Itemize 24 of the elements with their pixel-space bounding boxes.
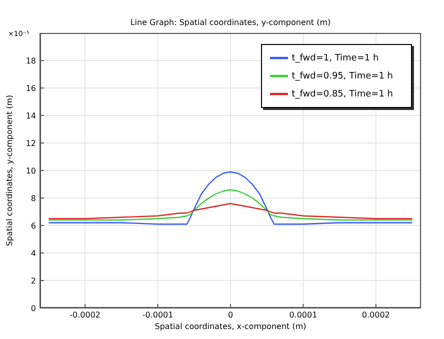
- legend-label: t_fwd=1, Time=1 h: [292, 53, 379, 64]
- y-tick-label: 6: [30, 221, 36, 230]
- y-tick-label: 2: [30, 276, 36, 286]
- line-series: [48, 202, 413, 220]
- line-series: [48, 189, 413, 221]
- legend-label: t_fwd=0.85, Time=1 h: [292, 89, 393, 100]
- y-tick-label: 0: [30, 304, 36, 313]
- legend-label: t_fwd=0.95, Time=1 h: [292, 71, 393, 82]
- y-tick-label: 14: [26, 111, 36, 120]
- y-tick-label: 16: [26, 84, 36, 93]
- y-tick-label: 8: [30, 194, 36, 203]
- y-axis-title: Spatial coordinates, y-component (m): [6, 94, 15, 246]
- x-tick-label: 0.0001: [289, 310, 318, 320]
- x-axis-title: Spatial coordinates, x-component (m): [154, 322, 308, 331]
- y-tick-label: 18: [26, 56, 36, 66]
- y-tick-label: 10: [26, 166, 36, 176]
- x-tick-label: -0.0001: [142, 310, 174, 320]
- y-tick-label: 12: [26, 138, 36, 148]
- chart-title: Line Graph: Spatial coordinates, y-component (m): [129, 18, 332, 27]
- x-tick-label: -0.0002: [70, 310, 101, 320]
- line-series: [48, 171, 413, 225]
- y-tick-label: 4: [30, 248, 36, 258]
- x-tick-label: 0.0002: [362, 310, 390, 320]
- x-tick-label: 0: [228, 310, 234, 320]
